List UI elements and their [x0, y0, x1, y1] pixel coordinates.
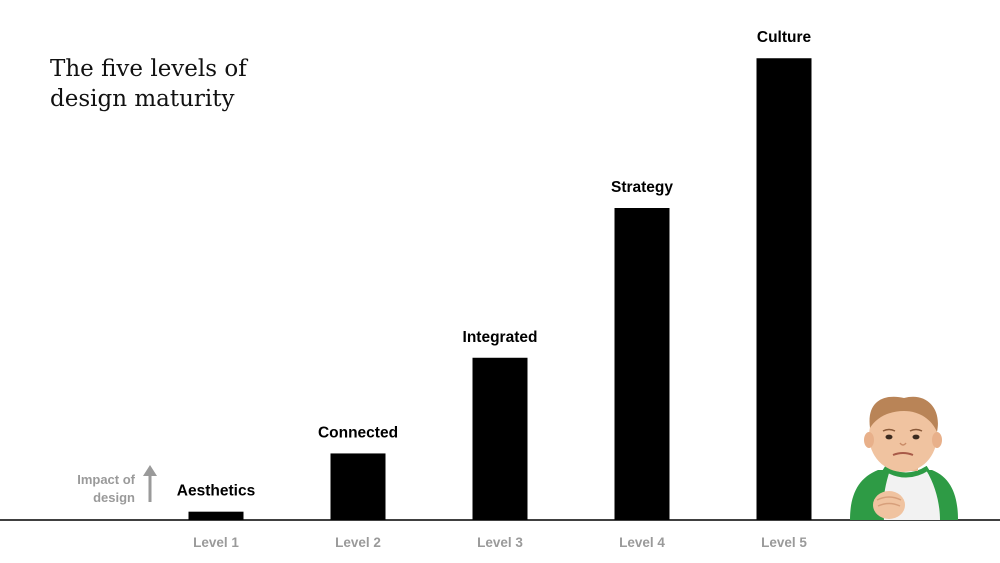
x-tick-label-1: Level 1 [193, 535, 239, 550]
chart-title-line-2: design maturity [50, 86, 235, 112]
x-tick-label-5: Level 5 [761, 535, 807, 550]
bars-layer: Aesthetics Level 1 Connected Level 2 Integra… [177, 29, 812, 550]
bar-label-4: Strategy [611, 179, 673, 196]
bar-label-2: Connected [318, 424, 398, 441]
x-tick-label-3: Level 3 [477, 535, 523, 550]
bar-3 [472, 357, 528, 520]
bar-4 [614, 208, 670, 520]
bar-label-5: Culture [757, 29, 812, 46]
x-tick-label-2: Level 2 [335, 535, 381, 550]
chart-title-line-1: The five levels of [50, 56, 248, 82]
y-axis-label-line-2: design [93, 490, 135, 505]
bar-label-1: Aesthetics [177, 483, 255, 500]
up-arrow-icon [143, 465, 157, 502]
x-tick-label-4: Level 4 [619, 535, 665, 550]
y-axis-label-line-1: Impact of [77, 472, 135, 487]
fist-pump-baby-illustration [850, 396, 958, 520]
bar-2 [330, 453, 386, 520]
bar-label-3: Integrated [463, 329, 538, 346]
bar-1 [188, 511, 244, 520]
bar-5 [756, 58, 812, 521]
